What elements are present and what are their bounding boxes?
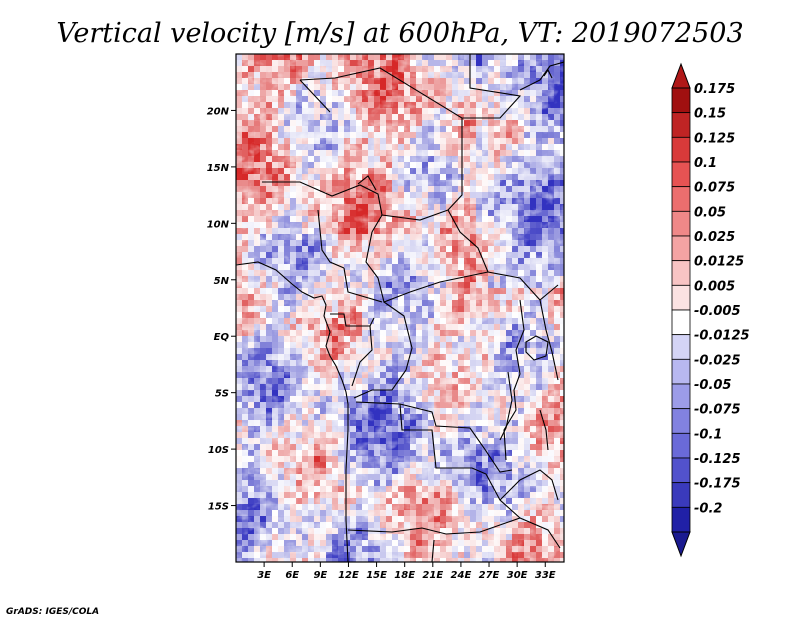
x-tick-label: 30E (507, 570, 528, 581)
colorbar-label: 0.1 (694, 156, 717, 171)
y-tick-label: 20N (207, 106, 230, 117)
y-tick-label: 10N (207, 219, 230, 230)
colorbar-box (671, 383, 691, 410)
colorbar-label: 0.075 (694, 181, 735, 196)
colorbar-box (671, 358, 691, 385)
colorbar-label: -0.175 (694, 477, 741, 492)
border-drc-west (353, 301, 413, 399)
colorbar-label: -0.0125 (694, 329, 750, 344)
colorbar-box (671, 334, 691, 360)
border-egypt-sudan (462, 54, 522, 119)
x-tick-label: 6E (285, 570, 299, 581)
y-tick-label: 10S (208, 445, 229, 456)
border-nigeria (317, 209, 345, 269)
x-tick-label: 18E (394, 570, 415, 581)
lake-tana (543, 68, 553, 79)
colorbar-box (671, 457, 691, 484)
lake-tanganyika (499, 371, 513, 441)
border-chad-car (381, 209, 559, 301)
x-tick-label: 24E (451, 570, 472, 581)
border-ne-coast (519, 61, 564, 91)
colorbar-box (671, 112, 691, 138)
coastline-west (236, 261, 349, 562)
lake-victoria (525, 335, 549, 361)
chart-title: Vertical velocity [m/s] at 600hPa, VT: 2… (56, 18, 743, 49)
lake-malawi (539, 409, 549, 451)
colorbar-labels: 0.175 0.15 0.125 0.1 0.075 0.05 0.025 0.0125 0.0… (694, 82, 750, 516)
border-congo (351, 325, 373, 387)
colorbar-label: 0.0125 (694, 255, 744, 270)
colorbar: 0.175 0.15 0.125 0.1 0.075 0.05 0.025 0.0125 0.0… (671, 62, 750, 558)
colorbar-box (671, 210, 691, 237)
colorbar-label: 0.15 (694, 107, 726, 122)
y-axis: 20N 15N 10N 5N EQ 5S 10S 15S (207, 106, 236, 513)
colorbar-box (671, 482, 691, 508)
x-tick-label: 27E (479, 570, 500, 581)
colorbar-box (671, 284, 691, 311)
y-tick-label: 5N (214, 276, 230, 287)
speckle-texture (236, 54, 564, 562)
colorbar-box (671, 161, 691, 188)
y-tick-label: 5S (215, 389, 229, 400)
credit-text: GrADS: IGES/COLA (6, 607, 99, 617)
border-north-1 (299, 67, 463, 211)
colorbar-box (671, 136, 691, 163)
colorbar-box (671, 432, 691, 459)
x-tick-label: 3E (257, 570, 271, 581)
colorbar-label: -0.1 (694, 427, 722, 442)
border-southeast (499, 469, 559, 501)
colorbar-box (671, 408, 691, 434)
y-tick-label: EQ (214, 332, 230, 343)
colorbar-box (671, 506, 691, 533)
colorbar-label: 0.005 (694, 279, 735, 294)
border-lake-chad (357, 175, 377, 191)
colorbar-box (671, 235, 691, 262)
x-axis: 3E 6E 9E 12E 15E 18E 21E 24E 27E 30E 33E (257, 562, 556, 581)
border-angola-zambia (399, 403, 521, 519)
border-east-2 (539, 299, 559, 381)
colorbar-label: -0.075 (694, 403, 741, 418)
border-drc-south (355, 401, 513, 473)
colorbar-label: 0.175 (694, 82, 735, 97)
country-borders (236, 54, 564, 562)
colorbar-box (671, 309, 691, 336)
colorbar-label: 0.05 (694, 205, 726, 220)
y-tick-label: 15N (207, 163, 230, 174)
y-tick-label: 15S (208, 502, 229, 513)
border-north-2 (299, 79, 331, 113)
colorbar-label: -0.005 (694, 304, 741, 319)
x-tick-label: 33E (535, 570, 556, 581)
colorbar-box (671, 186, 691, 212)
x-tick-label: 15E (366, 570, 387, 581)
border-botswana (431, 539, 435, 562)
colorbar-box (671, 260, 691, 286)
map-panel (236, 54, 564, 562)
map-frame (235, 53, 565, 563)
colorbar-boxes (671, 87, 691, 533)
colorbar-under-arrow (671, 531, 691, 558)
colorbar-label: -0.125 (694, 452, 741, 467)
colorbar-label: -0.025 (694, 353, 741, 368)
border-gabon (330, 313, 375, 327)
colorbar-over-arrow (671, 62, 691, 89)
colorbar-label: 0.125 (694, 131, 735, 146)
border-namibia (347, 517, 561, 549)
colorbar-box (671, 87, 691, 114)
colorbar-label: 0.025 (694, 230, 735, 245)
border-cameroon (343, 267, 383, 303)
colorbar-label: -0.05 (694, 378, 731, 393)
colorbar-label: -0.2 (694, 501, 722, 516)
x-tick-label: 12E (338, 570, 359, 581)
x-tick-label: 9E (313, 570, 327, 581)
x-tick-label: 21E (422, 570, 443, 581)
